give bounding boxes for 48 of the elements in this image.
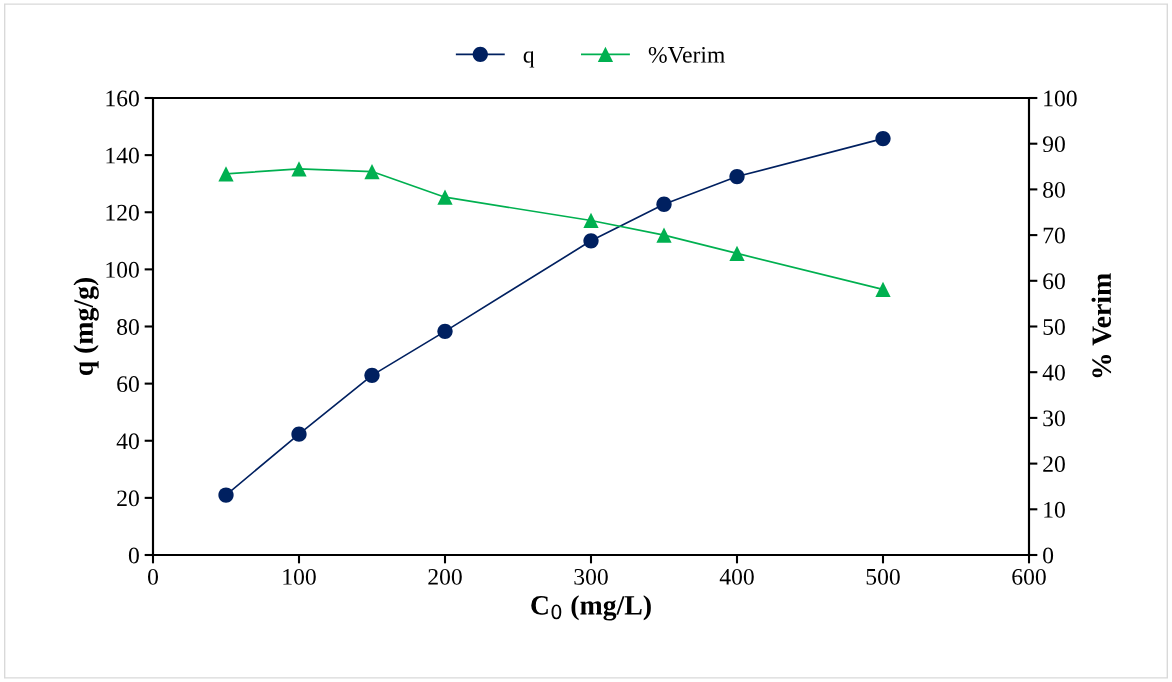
point (729, 245, 745, 262)
point (437, 189, 453, 205)
point (364, 367, 380, 383)
y2-tick-label: 90 (1042, 136, 1065, 153)
y-tick-label: 140 (106, 147, 139, 164)
y2-tick-label: 30 (1043, 410, 1065, 427)
x-axis-title: C$_{0}$ (mg/L) (531, 595, 651, 621)
y2-tick-label: 10 (1044, 501, 1065, 518)
y2-tick-label: 0 (1043, 547, 1054, 564)
x-tick-label: 300 (574, 568, 608, 585)
point (218, 487, 234, 503)
y-axis-title: q (mg/g) (73, 277, 99, 376)
point (583, 233, 599, 249)
y-tick-label: 60 (117, 376, 139, 393)
point (729, 168, 745, 185)
y2-tick-label: 100 (1044, 90, 1077, 107)
legend-label: q (523, 51, 535, 68)
point (218, 166, 234, 182)
point (875, 281, 891, 298)
point (583, 212, 599, 229)
point (875, 130, 891, 147)
y2-tick-label: 50 (1043, 318, 1065, 335)
x-tick-label: 0 (148, 568, 158, 585)
point (291, 426, 307, 442)
x-tick-label: 600 (1012, 568, 1046, 585)
x-tick-label: 100 (283, 568, 316, 585)
y2-tick-label: 70 (1043, 227, 1065, 244)
y2-axis-title: % Verim (1091, 273, 1112, 378)
y-tick-label: 20 (117, 490, 139, 507)
y-tick-label: 0 (128, 547, 139, 564)
point (291, 161, 307, 177)
y-tick-label: 40 (116, 433, 139, 450)
point (656, 196, 672, 212)
point (437, 323, 453, 339)
y2-tick-label: 20 (1043, 456, 1065, 473)
y2-tick-label: 40 (1042, 364, 1065, 381)
y-tick-label: 100 (106, 261, 139, 278)
x-tick-label: 400 (719, 568, 754, 585)
y2-tick-label: 80 (1043, 181, 1065, 198)
x-tick-label: 200 (428, 568, 462, 585)
y-tick-label: 120 (106, 204, 139, 221)
y2-tick-label: 60 (1043, 273, 1065, 290)
point (656, 227, 672, 243)
legend-label: %Verim (648, 46, 725, 63)
x-tick-label: 500 (866, 568, 900, 585)
y-tick-label: 160 (106, 90, 139, 107)
y-tick-label: 80 (117, 318, 139, 335)
point (364, 163, 380, 180)
